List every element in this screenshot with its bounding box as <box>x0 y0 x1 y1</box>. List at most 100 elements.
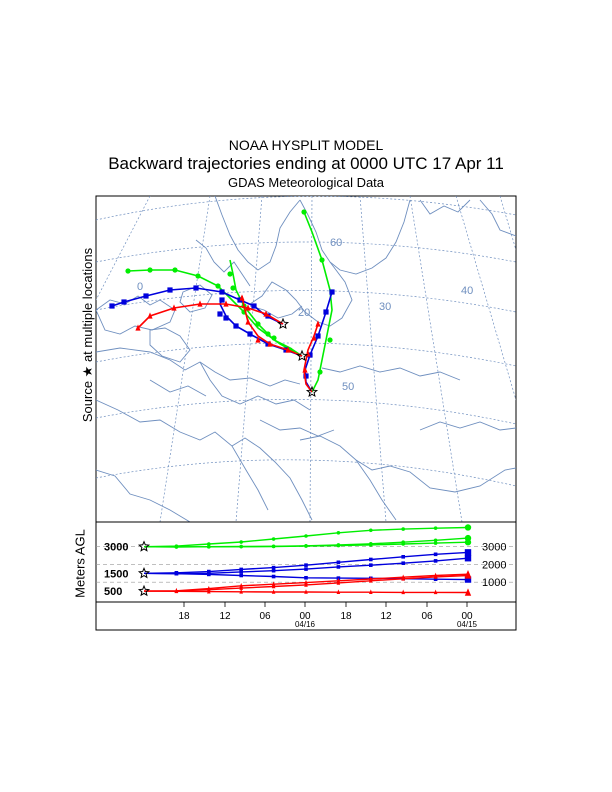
coastline-6 <box>299 435 516 493</box>
map-marker-2-4 <box>215 283 221 289</box>
grid-label-40: 40 <box>461 285 473 297</box>
height-point-2-9 <box>433 541 438 545</box>
latitude-line-0 <box>96 196 516 221</box>
x-tick-0: 18 <box>178 611 190 622</box>
longitude-line-0 <box>96 196 151 301</box>
map-marker-4-1 <box>121 299 127 305</box>
height-point-2-3 <box>239 544 243 549</box>
height-point-8-3 <box>239 589 243 594</box>
height-point-0-4 <box>271 537 276 541</box>
height-point-6-5 <box>304 579 308 585</box>
map-marker-2-1 <box>147 267 153 273</box>
map-trajectory-low-7 <box>137 303 284 329</box>
map-marker-4-3 <box>167 287 173 293</box>
height-point-8-2 <box>207 588 211 594</box>
map-marker-4-7 <box>251 303 257 309</box>
height-point-7-5 <box>304 582 308 587</box>
height-point-4-6 <box>336 565 341 569</box>
height-point-6-3 <box>239 582 243 588</box>
height-point-0-6 <box>336 531 341 535</box>
map-marker-8-2 <box>255 336 261 343</box>
coastline-19 <box>259 419 335 437</box>
x-tick-4: 18 <box>340 611 352 622</box>
map-marker-7-1 <box>147 312 153 319</box>
coastline-9 <box>214 196 301 271</box>
x-date-0: 04/16 <box>295 620 316 629</box>
right-tick-2000: 2000 <box>482 559 506 571</box>
height-point-0-7 <box>369 528 373 533</box>
height-point-8-6 <box>336 589 341 594</box>
map-marker-3-4 <box>303 373 309 379</box>
map-marker-0-4 <box>317 369 323 375</box>
latitude-line-4 <box>96 399 516 425</box>
map-marker-8-1 <box>245 318 251 325</box>
height-point-3-4 <box>271 565 276 570</box>
x-tick-6: 06 <box>421 611 433 622</box>
left-tick-1500: 1500 <box>104 568 128 580</box>
x-tick-7: 00 <box>461 611 473 622</box>
grid-label-20: 20 <box>298 307 310 319</box>
height-point-4-7 <box>369 563 373 567</box>
x-tick-2: 06 <box>259 611 271 622</box>
map-marker-3-1 <box>323 309 329 315</box>
chart-title: Backward trajectories ending at 0000 UTC… <box>108 154 504 173</box>
height-point-6-4 <box>271 581 276 586</box>
map-trajectory-high-1 <box>229 259 303 357</box>
coastline-13 <box>249 305 303 319</box>
map-marker-4-5 <box>219 289 225 295</box>
height-start-star-2 <box>137 584 151 597</box>
height-point-2-10 <box>464 539 472 546</box>
height-point-2-2 <box>207 545 211 549</box>
height-point-2-6 <box>336 543 341 548</box>
height-point-5-10 <box>464 576 472 583</box>
height-point-8-1 <box>174 588 179 594</box>
height-start-star-0 <box>137 540 151 552</box>
height-point-0-10 <box>464 524 472 531</box>
height-point-3-5 <box>304 563 308 567</box>
longitude-line-6 <box>455 196 516 401</box>
height-point-7-10 <box>464 571 472 579</box>
height-point-7-7 <box>369 578 373 583</box>
map-marker-5-3 <box>233 323 239 329</box>
height-point-8-10 <box>464 588 472 596</box>
map-marker-7-2 <box>171 304 177 311</box>
height-point-2-7 <box>369 543 373 547</box>
height-point-8-8 <box>401 589 405 595</box>
longitude-line-2 <box>235 196 263 522</box>
height-point-3-6 <box>336 560 341 565</box>
latitude-line-1 <box>96 241 516 263</box>
map-marker-5-0 <box>219 297 225 303</box>
coastline-2 <box>179 284 213 313</box>
map-marker-8-0 <box>239 294 245 301</box>
height-series <box>137 524 472 597</box>
grid-label-0: 0 <box>137 281 143 293</box>
coastline-12 <box>195 239 251 287</box>
height-point-4-3 <box>239 570 243 574</box>
coastline-7 <box>355 459 397 521</box>
map-marker-3-3 <box>307 352 313 358</box>
height-point-2-4 <box>271 544 276 549</box>
coastline-16 <box>321 365 461 381</box>
map-marker-3-0 <box>329 289 335 295</box>
height-point-2-8 <box>401 542 406 546</box>
height-point-5-2 <box>207 572 211 577</box>
map-marker-7-5 <box>245 304 251 311</box>
height-point-3-9 <box>433 552 438 557</box>
height-point-0-3 <box>239 540 243 544</box>
map-marker-5-4 <box>247 331 253 337</box>
height-point-3-7 <box>369 557 373 562</box>
map-grid: 0 20 30 40 50 60 <box>96 196 516 522</box>
source-star-2 <box>305 385 319 398</box>
height-point-5-3 <box>239 573 243 578</box>
height-point-3-3 <box>239 567 243 572</box>
map-marker-1-0 <box>227 271 233 277</box>
height-point-7-6 <box>336 580 341 585</box>
time-axis <box>95 601 517 631</box>
map-marker-7-0 <box>135 324 141 331</box>
coastline-14 <box>419 199 471 215</box>
height-point-4-8 <box>401 561 405 565</box>
latitude-line-3 <box>96 342 516 367</box>
x-tick-1: 12 <box>219 611 231 622</box>
map-marker-6-1 <box>311 334 317 341</box>
